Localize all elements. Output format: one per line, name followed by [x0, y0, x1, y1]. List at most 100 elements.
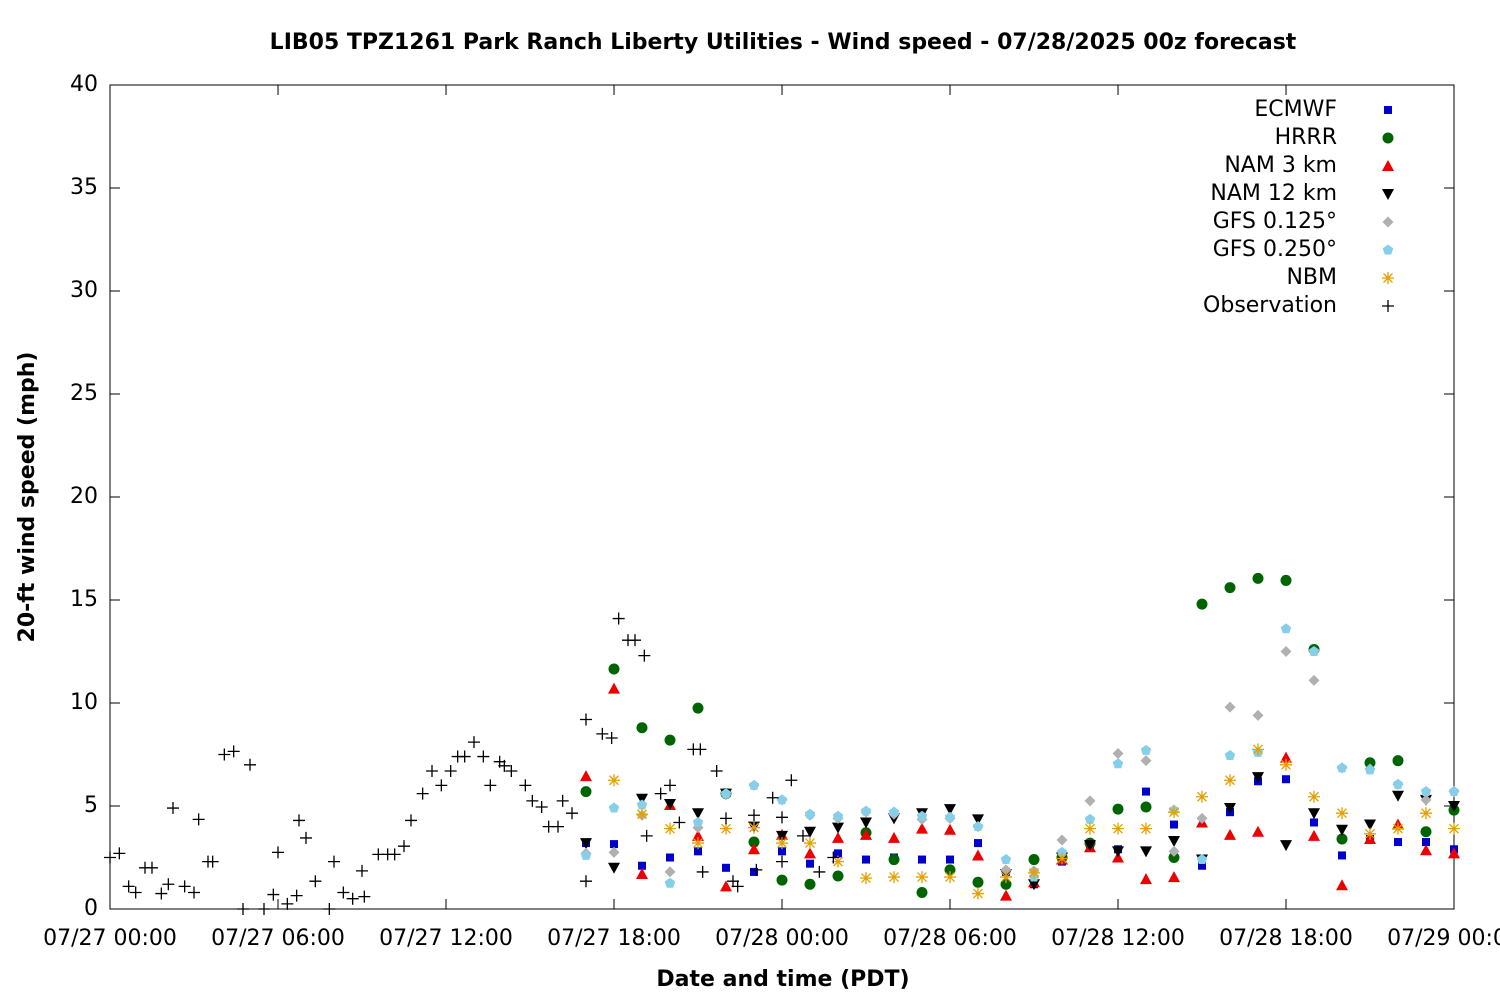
chart-title: LIB05 TPZ1261 Park Ranch Liberty Utiliti… — [270, 30, 1297, 55]
data-point — [388, 848, 401, 861]
y-tick-label: 25 — [70, 381, 98, 406]
data-point — [244, 758, 256, 771]
data-point — [290, 889, 303, 902]
data-point — [1112, 846, 1124, 858]
data-point — [748, 809, 760, 822]
data-point — [1420, 786, 1432, 797]
data-point — [300, 831, 312, 844]
data-point — [692, 808, 704, 820]
legend-label: GFS 0.125° — [1213, 209, 1337, 234]
data-point — [972, 814, 984, 826]
data-point — [720, 812, 732, 825]
data-point — [162, 878, 175, 891]
data-point — [1420, 844, 1432, 856]
data-point — [608, 802, 620, 813]
data-point — [1140, 744, 1152, 755]
data-point — [267, 888, 280, 901]
data-point — [804, 808, 816, 819]
data-point — [608, 774, 620, 787]
data-point — [888, 854, 900, 866]
data-point — [519, 779, 532, 792]
data-point — [1140, 822, 1152, 835]
legend-label: GFS 0.250° — [1213, 237, 1337, 262]
data-point — [944, 871, 956, 884]
data-point — [664, 866, 676, 878]
data-point — [1028, 854, 1040, 866]
data-point — [1308, 829, 1320, 841]
data-point — [281, 897, 294, 910]
data-point — [608, 663, 620, 675]
data-point — [972, 887, 984, 900]
data-point — [636, 722, 648, 734]
legend-marker — [1382, 160, 1394, 171]
data-point — [1364, 819, 1376, 831]
data-point — [1000, 889, 1012, 901]
data-point — [608, 682, 620, 694]
legend-label: ECMWF — [1254, 97, 1337, 122]
y-tick-label: 5 — [84, 793, 98, 818]
data-point — [477, 750, 490, 763]
data-point — [944, 823, 956, 835]
data-point — [664, 779, 676, 792]
legend-marker — [1382, 244, 1394, 255]
data-point — [1140, 846, 1152, 858]
data-point — [596, 727, 609, 740]
legend-marker — [1382, 300, 1394, 312]
data-point — [323, 903, 336, 915]
data-point — [113, 847, 126, 860]
data-point — [944, 811, 956, 822]
data-point — [435, 779, 448, 792]
data-point — [766, 791, 779, 804]
data-point — [692, 829, 704, 841]
data-point — [188, 886, 200, 899]
data-point — [694, 847, 702, 856]
data-point — [692, 816, 704, 827]
data-point — [1084, 822, 1096, 835]
data-point — [832, 822, 844, 834]
data-point — [1280, 840, 1292, 852]
data-point — [104, 851, 116, 864]
data-point — [258, 903, 270, 915]
data-point — [178, 880, 191, 893]
data-point — [1112, 803, 1124, 815]
data-point — [1392, 755, 1404, 767]
data-point — [720, 788, 732, 799]
data-point — [346, 892, 359, 905]
data-point — [1168, 852, 1180, 863]
data-point — [776, 837, 788, 850]
data-point — [1252, 825, 1264, 837]
data-point — [1392, 822, 1404, 835]
data-point — [918, 855, 926, 864]
data-point — [1224, 774, 1236, 787]
data-point — [1420, 826, 1432, 838]
data-point — [272, 846, 284, 859]
data-point — [776, 794, 788, 805]
data-point — [1280, 623, 1292, 634]
data-point — [237, 903, 249, 915]
data-point — [832, 810, 844, 821]
data-point — [974, 839, 982, 848]
data-point — [146, 861, 158, 874]
data-point — [1224, 803, 1236, 815]
data-point — [636, 867, 648, 879]
y-tick-label: 15 — [70, 587, 98, 612]
data-point — [358, 890, 371, 903]
data-point — [916, 871, 928, 884]
data-point — [356, 864, 368, 877]
data-point — [748, 779, 760, 790]
x-tick-label: 07/27 12:00 — [379, 926, 513, 951]
data-point — [797, 829, 809, 842]
data-point — [1364, 764, 1376, 775]
data-point — [1252, 572, 1264, 584]
data-point — [832, 831, 844, 843]
data-point — [1168, 806, 1180, 819]
data-point — [1280, 574, 1292, 586]
data-point — [155, 887, 168, 900]
data-point — [696, 865, 709, 878]
data-point — [1308, 790, 1320, 803]
data-point — [580, 786, 592, 798]
data-point — [636, 793, 648, 805]
legend-marker — [1382, 272, 1394, 284]
data-point — [1280, 646, 1292, 657]
data-point — [1308, 808, 1320, 820]
